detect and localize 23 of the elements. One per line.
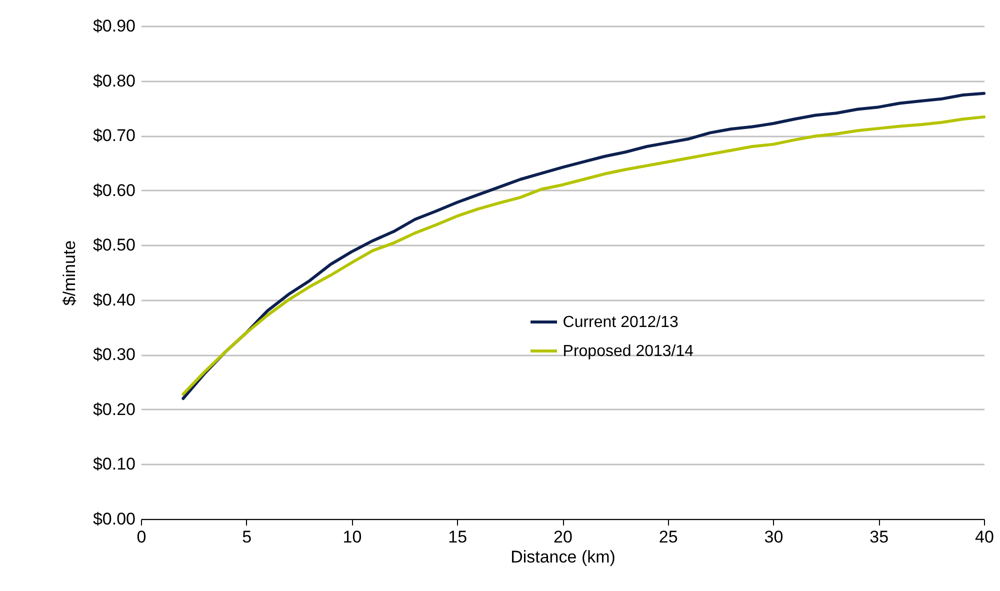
x-tick-label: 10: [342, 528, 362, 546]
x-tick-label: 0: [136, 528, 146, 546]
x-axis-title: Distance (km): [510, 548, 616, 566]
y-tick-label: $0.10: [92, 454, 136, 474]
y-tick-label: $0.50: [92, 236, 136, 255]
x-tick-label: 5: [242, 528, 252, 546]
y-tick-label: $0.90: [92, 16, 136, 36]
x-tick-label: 20: [554, 528, 572, 546]
y-tick-label: $0.00: [92, 510, 136, 528]
x-tick-label: 30: [764, 528, 784, 546]
y-tick-label: $0.80: [92, 71, 136, 90]
y-tick-label: $0.30: [92, 345, 136, 364]
y-tick-label: $0.40: [92, 290, 136, 310]
legend-label: Current 2012/13: [562, 314, 679, 332]
x-tick-label: 25: [658, 528, 678, 546]
y-tick-label: $0.60: [92, 180, 136, 200]
legend-label: Proposed 2013/14: [562, 343, 694, 360]
y-tick-label: $0.70: [92, 126, 136, 146]
y-axis-title: $/minute: [60, 240, 79, 306]
x-tick-label: 15: [448, 528, 468, 546]
x-tick-label: 35: [870, 528, 889, 546]
x-tick-label: 40: [975, 528, 994, 546]
y-tick-label: $0.20: [92, 400, 136, 419]
